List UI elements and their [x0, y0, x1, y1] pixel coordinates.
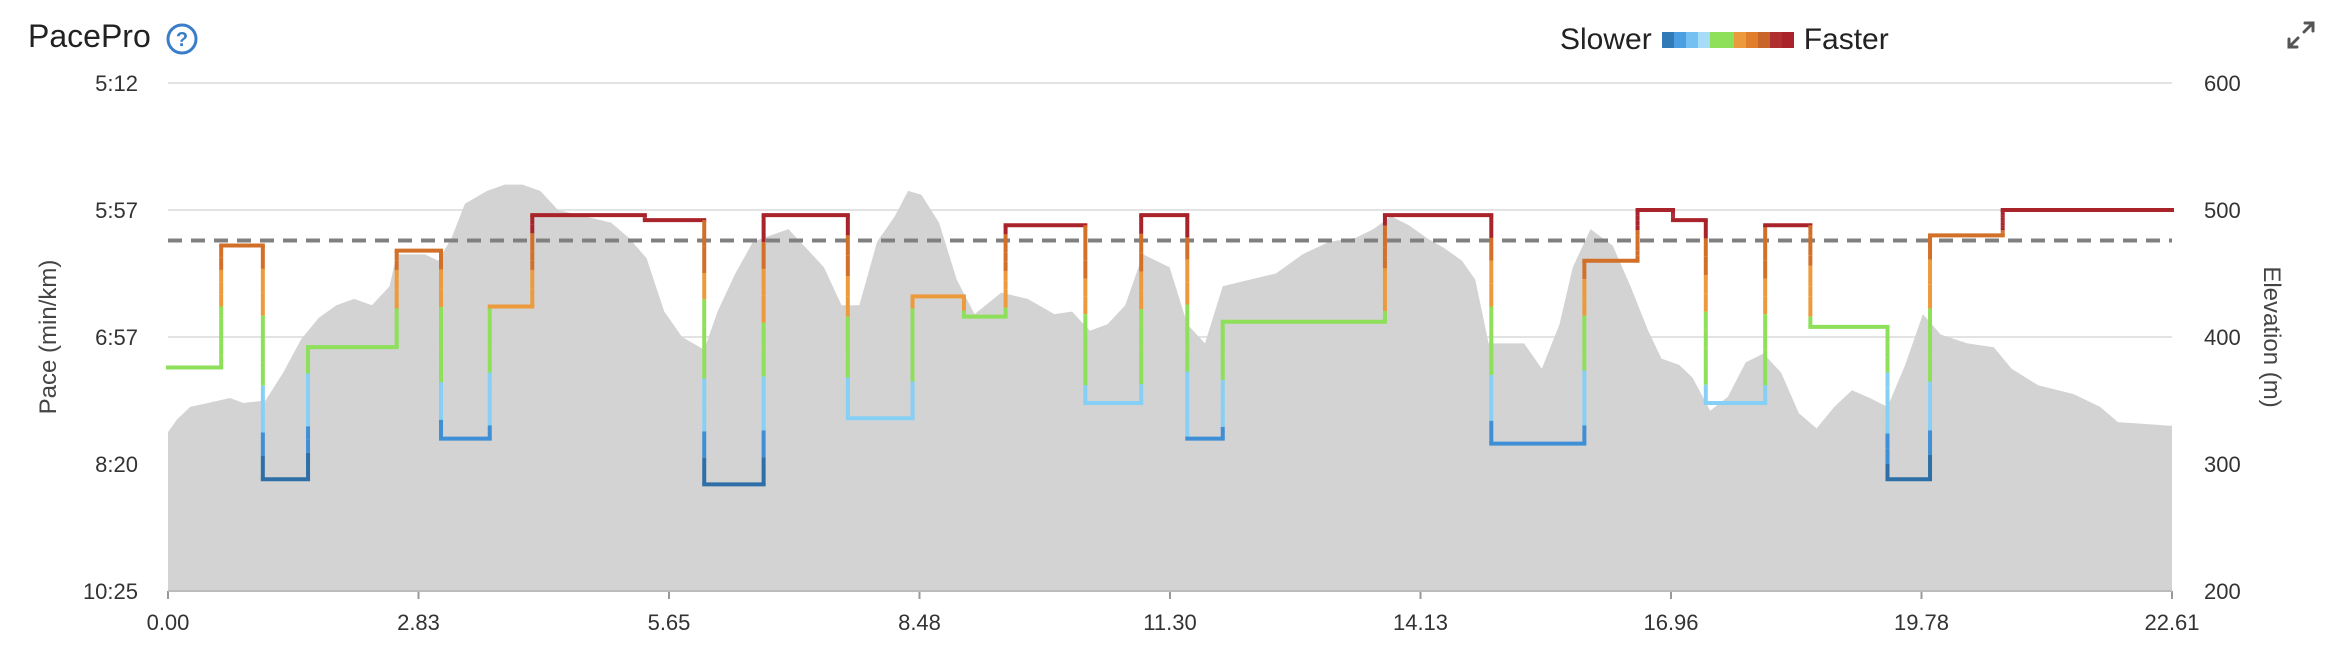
- legend-slower-label: Slower: [1560, 23, 1652, 56]
- legend-swatch: [1745, 32, 1758, 48]
- y-right-tick-label: 500: [2204, 198, 2241, 223]
- x-tick-label: 19.78: [1894, 610, 1949, 635]
- x-tick-label: 11.30: [1143, 610, 1196, 635]
- legend-swatch: [1685, 32, 1698, 48]
- legend-swatch: [1733, 32, 1746, 48]
- svg-text:?: ?: [176, 29, 188, 51]
- x-tick-label: 2.83: [397, 610, 440, 635]
- legend-swatch: [1697, 32, 1710, 48]
- y-right-tick-label: 200: [2204, 579, 2241, 604]
- x-tick-label: 8.48: [898, 610, 941, 635]
- elevation-area: [168, 184, 2172, 591]
- legend-swatch: [1757, 32, 1770, 48]
- y-left-tick-label: 6:57: [95, 325, 138, 350]
- chart-title: PacePro: [28, 18, 151, 54]
- legend-swatch: [1769, 32, 1782, 48]
- x-tick-label: 0.00: [147, 610, 190, 635]
- y-left-tick-label: 5:57: [95, 198, 138, 223]
- x-tick-label: 16.96: [1643, 610, 1698, 635]
- legend-color-scale: [1661, 32, 1794, 48]
- x-tick-label: 14.13: [1393, 610, 1448, 635]
- x-tick-label: 5.65: [648, 610, 691, 635]
- y-right-tick-label: 600: [2204, 71, 2241, 96]
- pace-line: [166, 208, 2174, 487]
- y-axis-right-ticks: 600 500 400 300 200: [2204, 71, 2241, 604]
- y-right-tick-label: 300: [2204, 452, 2241, 477]
- y-axis-right-label: Elevation (m): [2258, 266, 2285, 407]
- legend-swatch: [1781, 32, 1794, 48]
- expand-icon[interactable]: [2284, 18, 2318, 52]
- y-axis-left-ticks: 5:12 5:57 6:57 8:20 10:25: [83, 71, 138, 604]
- y-left-tick-label: 5:12: [95, 71, 138, 96]
- legend-swatch: [1709, 32, 1722, 48]
- x-axis-ticks: 0.00 2.83 5.65 8.48 11.30 14.13 16.96 19.78 22.6…: [147, 590, 2200, 635]
- legend-swatch: [1661, 32, 1674, 48]
- legend-swatch: [1673, 32, 1686, 48]
- help-circle-icon[interactable]: ?: [165, 22, 199, 56]
- legend-faster-label: Faster: [1803, 23, 1889, 56]
- y-left-tick-label: 10:25: [83, 579, 138, 604]
- y-axis-left-label: Pace (min/km): [35, 260, 62, 415]
- y-left-tick-label: 8:20: [95, 452, 138, 477]
- y-right-tick-label: 400: [2204, 325, 2241, 350]
- x-tick-label: 22.61: [2144, 610, 2199, 635]
- pace-legend: Slower Faster: [1560, 20, 1889, 60]
- legend-swatch: [1721, 32, 1734, 48]
